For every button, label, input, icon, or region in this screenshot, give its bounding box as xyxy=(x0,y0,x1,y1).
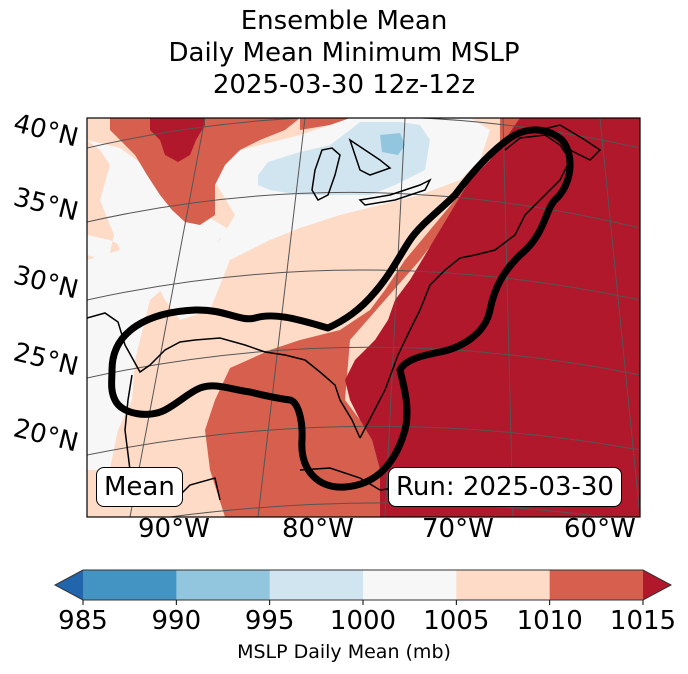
chart-title-line-2: Daily Mean Minimum MSLP xyxy=(168,38,520,68)
field-1005-1010-lower-left xyxy=(87,140,120,260)
lon-tick-90w: 90°W xyxy=(138,514,210,544)
colorbar-bin-985-990 xyxy=(83,570,177,600)
chart-title-line-3: 2025-03-30 12z-12z xyxy=(212,70,476,100)
colorbar-tick-label: 1010 xyxy=(516,606,583,636)
colorbar xyxy=(53,569,673,605)
field-1010-1015-top xyxy=(300,118,350,130)
map-fill-layer xyxy=(87,118,640,517)
coastline-great-lakes-erie-ontario xyxy=(358,178,432,206)
colorbar-tick-label: 1000 xyxy=(329,606,397,636)
lon-tick-60w: 60°W xyxy=(564,514,636,544)
contour-outline xyxy=(108,126,574,491)
colorbar-extend-high xyxy=(643,570,671,600)
field-gt1015-atlantic xyxy=(345,118,640,517)
gridline-lon-70 xyxy=(384,118,406,517)
colorbar-bin-1010-1015 xyxy=(549,570,644,600)
chart-title-line-1: Ensemble Mean xyxy=(240,6,448,36)
gridline-lon-90 xyxy=(129,118,206,517)
colorbar-extend-low xyxy=(55,570,83,600)
field-990-995-patch xyxy=(380,133,405,155)
colorbar-bin-995-1000 xyxy=(269,570,364,600)
colorbar-tick-label: 985 xyxy=(58,606,108,636)
lon-tick-80w: 80°W xyxy=(282,514,354,544)
gridline-lat-40 xyxy=(87,118,640,149)
colorbar-label: MSLP Daily Mean (mb) xyxy=(237,641,451,663)
graticule xyxy=(87,118,640,517)
gridline-lon-50 xyxy=(599,118,640,517)
colorbar-tick-label: 995 xyxy=(244,606,295,636)
lon-tick-70w: 70°W xyxy=(422,514,494,544)
gridline-lat-15 xyxy=(166,502,608,517)
coastline-maritimes xyxy=(539,124,602,161)
coastline-great-lakes-michigan xyxy=(311,147,341,201)
gridline-lat-25 xyxy=(87,346,640,379)
coastline-gulf xyxy=(87,312,361,439)
field-1010-1015-southeast xyxy=(205,118,520,517)
colorbar-bin-990-995 xyxy=(176,570,271,600)
gridline-lat-20 xyxy=(87,425,640,456)
gridline-lat-35 xyxy=(87,191,640,229)
gridline-lon-60 xyxy=(502,118,514,517)
colorbar-bin-1000-1005 xyxy=(363,570,457,600)
gridline-lat-30 xyxy=(87,269,640,301)
coastline-east xyxy=(359,134,571,439)
mean-annotation: Mean xyxy=(96,467,183,507)
field-1010-1015-northwest xyxy=(110,118,300,225)
colorbar-bin-1005-1010 xyxy=(456,570,551,600)
colorbar-tick-label: 1005 xyxy=(423,606,490,636)
coastline-cuba xyxy=(299,467,396,491)
coastline-great-lakes-huron xyxy=(348,138,392,176)
colorbar-tick-label: 1015 xyxy=(609,606,677,636)
map-border xyxy=(86,117,641,518)
colorbar-tick-label: 990 xyxy=(151,606,202,636)
run-date-annotation: Run: 2025-03-30 xyxy=(388,467,622,507)
